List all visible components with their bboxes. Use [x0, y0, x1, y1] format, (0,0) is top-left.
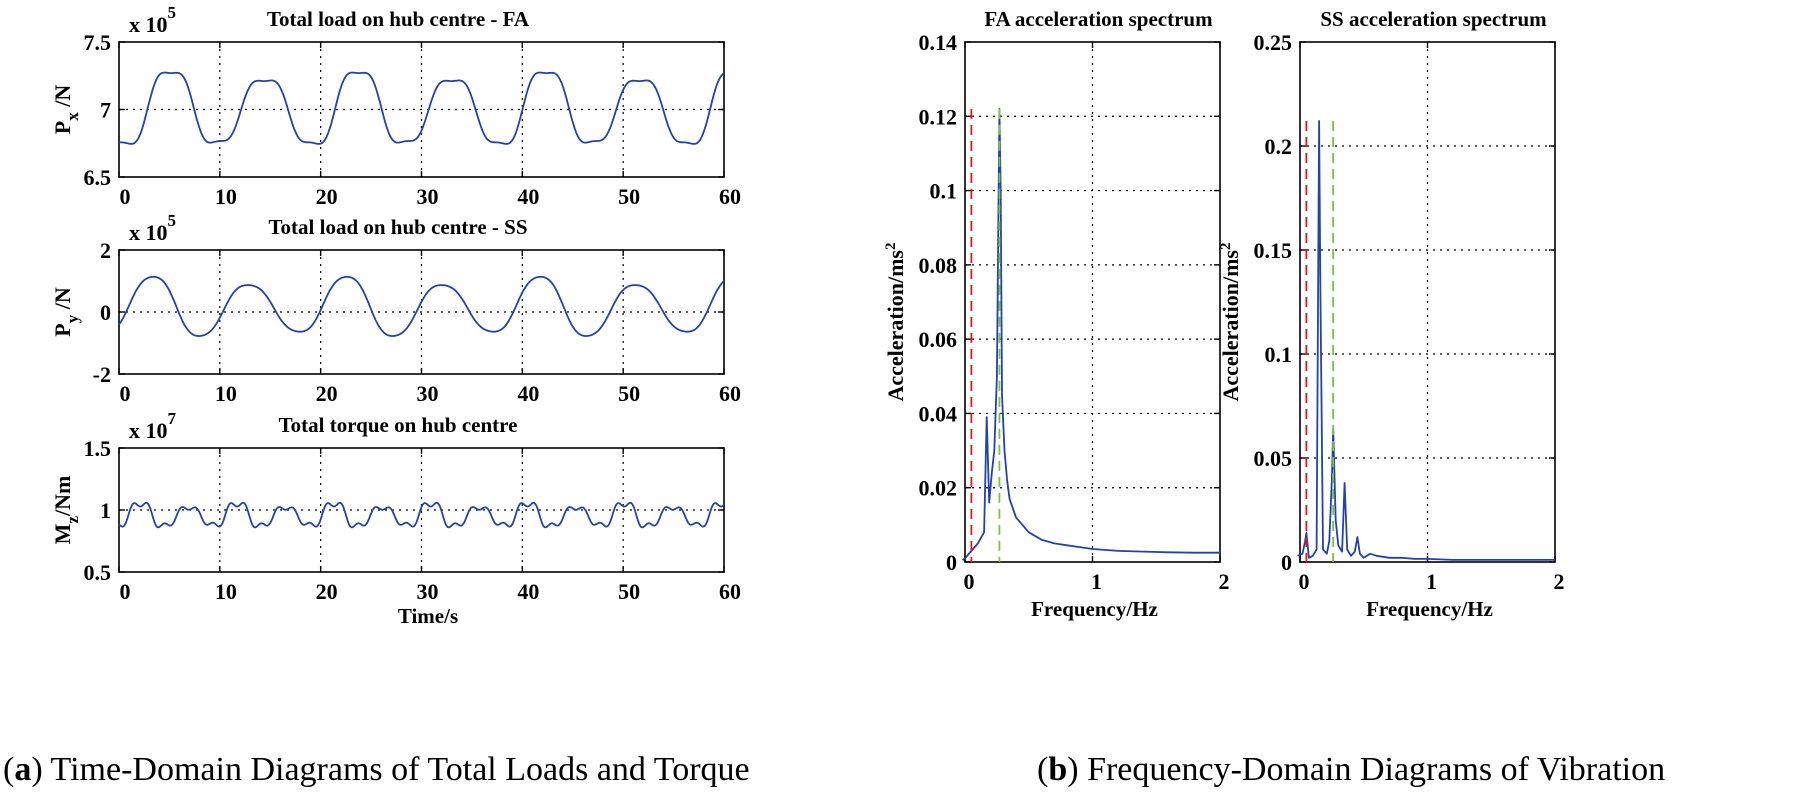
caption-a-text: Time-Domain Diagrams of Total Loads and …	[43, 751, 750, 788]
caption-a: (a) Time-Domain Diagrams of Total Loads …	[3, 751, 750, 788]
x-tick-label: 60	[719, 184, 741, 209]
y-tick-label: 0.05	[1254, 446, 1293, 471]
axis-exponent-power: 7	[168, 409, 177, 428]
y-tick-label: 7	[100, 98, 111, 123]
chart-fa: 0 10 20 30 40 50 60 6.5 7 7.5 Total load on hub ce…	[50, 3, 741, 209]
chart-title: SS acceleration spectrum	[1320, 7, 1547, 31]
x-tick-label: 50	[618, 381, 640, 406]
series-line-ss	[118, 275, 724, 337]
x-axis-label: Frequency/Hz	[1031, 597, 1158, 621]
x-tick-label: 30	[417, 579, 439, 604]
axis-exponent-power: 5	[168, 3, 177, 22]
axis-exponent-base: x 10	[129, 418, 168, 443]
y-tick-label: 1	[100, 498, 111, 523]
x-tick-label: 2	[1554, 569, 1565, 594]
x-tick-label: 10	[215, 184, 237, 209]
caption-b-tag: b	[1048, 751, 1067, 788]
chart-title: FA acceleration spectrum	[984, 7, 1213, 31]
y-tick-label: 6.5	[84, 165, 112, 190]
y-tick-label: 0	[946, 550, 957, 575]
caption-a-tag: a	[14, 751, 31, 788]
y-tick-label: -2	[93, 362, 111, 387]
x-tick-label: 30	[417, 381, 439, 406]
x-tick-label: 50	[618, 579, 640, 604]
chart-title: Total torque on hub centre	[279, 413, 518, 437]
caption-b: (b) Frequency-Domain Diagrams of Vibrati…	[1037, 751, 1665, 788]
x-tick-label: 0	[1299, 569, 1310, 594]
axis-exponent: x 107	[129, 409, 177, 443]
x-tick-label: 40	[517, 184, 539, 209]
axis-exponent-power: 5	[168, 211, 177, 230]
x-tick-label: 50	[618, 184, 640, 209]
y-tick-label: 2	[100, 238, 111, 263]
y-tick-label: 0.12	[919, 104, 958, 129]
y-tick-label: 0.06	[919, 327, 958, 352]
chart-ss: 0 10 20 30 40 50 60 -2 0 2 Total load on hub centr…	[50, 211, 741, 406]
x-tick-label: 1	[1091, 569, 1102, 594]
x-tick-label: 40	[517, 579, 539, 604]
series-line-fa_spec	[961, 108, 1220, 561]
y-axis-label: Px /N	[50, 85, 82, 135]
y-tick-label: 0.1	[1265, 342, 1293, 367]
chart-ss_spec: 0 1 2 0 0.05 0.1 0.15 0.2 0.25 SS acceleration sp…	[1218, 7, 1565, 621]
y-tick-label: 0.02	[919, 476, 958, 501]
x-tick-label: 20	[316, 184, 338, 209]
y-tick-label: 0.15	[1254, 238, 1293, 263]
axis-exponent-base: x 10	[129, 220, 168, 245]
series-line-fa	[118, 71, 724, 145]
y-tick-label: 0.04	[919, 401, 958, 426]
y-tick-label: 1.5	[84, 436, 112, 461]
series-line-mz	[118, 501, 724, 529]
x-tick-label: 10	[215, 381, 237, 406]
y-axis-label: Py /N	[50, 287, 82, 337]
x-tick-label: 60	[719, 579, 741, 604]
y-tick-label: 0	[100, 300, 111, 325]
x-tick-label: 0	[120, 184, 131, 209]
chart-mz: 0 10 20 30 40 50 60 0.5 1 1.5 Total torque on hub …	[50, 409, 741, 628]
y-axis-label: Mz/Nm	[50, 476, 82, 545]
y-axis-label: Acceleration/ms2	[1218, 243, 1243, 402]
y-tick-label: 0.25	[1254, 30, 1293, 55]
x-tick-label: 60	[719, 381, 741, 406]
y-tick-label: 0.14	[919, 30, 958, 55]
x-tick-label: 1	[1426, 569, 1437, 594]
y-tick-label: 0	[1281, 550, 1292, 575]
x-tick-label: 10	[215, 579, 237, 604]
x-tick-label: 0	[120, 381, 131, 406]
chart-fa_spec: 0 1 2 0 0.02 0.04 0.06 0.08 0.1 0.12 0.14 FA accele…	[883, 7, 1230, 621]
axis-exponent-base: x 10	[129, 12, 168, 37]
y-tick-label: 0.1	[930, 179, 958, 204]
caption-b-text: Frequency-Domain Diagrams of Vibration	[1079, 751, 1666, 788]
series-line-ss_spec	[1297, 120, 1555, 561]
y-tick-label: 0.2	[1265, 134, 1293, 159]
y-tick-label: 0.5	[84, 560, 112, 585]
x-tick-label: 40	[517, 381, 539, 406]
x-axis-label: Frequency/Hz	[1366, 597, 1493, 621]
x-tick-label: 0	[964, 569, 975, 594]
axis-exponent: x 105	[129, 3, 176, 37]
x-tick-label: 30	[417, 184, 439, 209]
axis-exponent: x 105	[129, 211, 176, 245]
chart-title: Total load on hub centre - FA	[267, 7, 530, 31]
x-axis-label: Time/s	[398, 604, 458, 628]
y-tick-label: 0.08	[919, 253, 958, 278]
y-tick-label: 7.5	[84, 30, 112, 55]
x-tick-label: 2	[1219, 569, 1230, 594]
x-tick-label: 20	[316, 381, 338, 406]
y-axis-label: Acceleration/ms2	[883, 243, 908, 402]
chart-title: Total load on hub centre - SS	[268, 215, 527, 239]
x-tick-label: 0	[120, 579, 131, 604]
x-tick-label: 20	[316, 579, 338, 604]
